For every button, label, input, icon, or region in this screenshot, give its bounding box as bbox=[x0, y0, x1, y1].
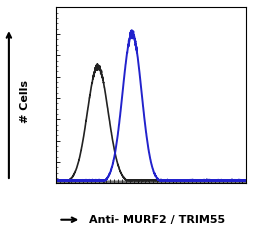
Text: Anti- MURF2 / TRIM55: Anti- MURF2 / TRIM55 bbox=[89, 215, 226, 225]
Text: # Cells: # Cells bbox=[20, 80, 30, 122]
